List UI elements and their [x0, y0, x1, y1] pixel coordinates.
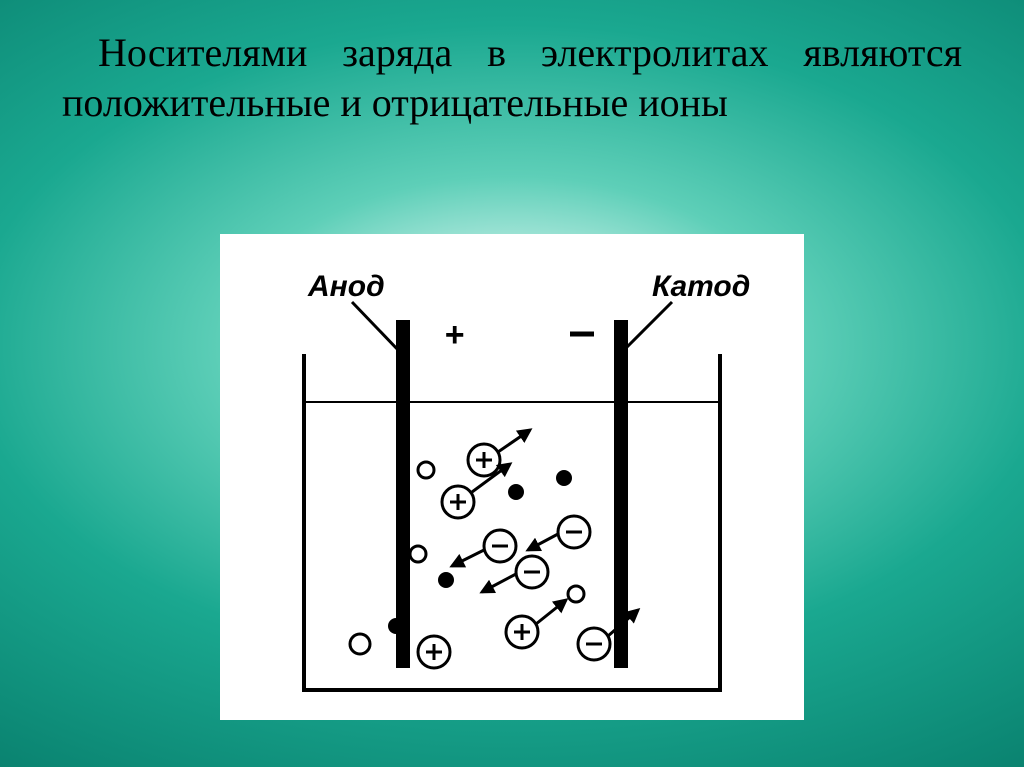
electrolysis-diagram: Анод Катод +: [220, 234, 804, 720]
slide-root: Носителями заряда в электролитах являютс…: [0, 0, 1024, 767]
svg-text:+: +: [444, 316, 464, 354]
svg-text:Анод: Анод: [307, 270, 385, 303]
diagram-svg: Анод Катод +: [220, 234, 804, 720]
svg-text:Катод: Катод: [652, 270, 750, 303]
title-text: Носителями заряда в электролитах являютс…: [62, 28, 962, 128]
